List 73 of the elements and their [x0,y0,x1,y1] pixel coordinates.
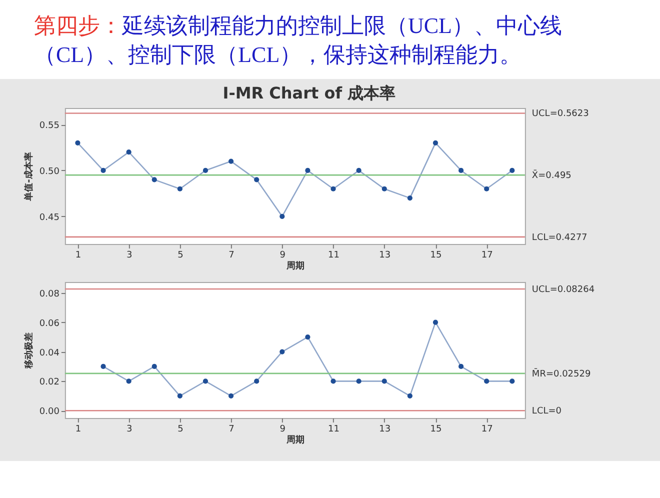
point [75,140,80,146]
ref-line-label: UCL=0.08264 [532,285,595,296]
point [458,168,464,174]
point [202,378,208,384]
y-tick-label: 0.00 [39,407,60,418]
point [484,186,490,192]
x-tick-label: 7 [228,424,234,434]
point [280,349,285,354]
point [356,168,362,174]
point [152,364,157,370]
x-tick-label: 13 [379,250,391,260]
y-tick-label: 0.04 [39,348,60,358]
point [126,378,132,384]
y-tick-label: 0.50 [39,166,60,177]
ref-line-label: UCL=0.5623 [532,109,589,120]
x-tick-label: 13 [379,424,391,434]
x-tick-label: 17 [481,424,493,434]
point [126,150,132,155]
point [356,378,362,384]
x-tick-label: 9 [280,424,286,434]
x-tick-label: 5 [178,250,184,260]
point [280,214,285,219]
x-tick-label: 5 [178,424,184,434]
point [177,393,182,398]
point [177,186,182,192]
ref-line-label: LCL=0 [532,406,562,417]
point [432,140,438,146]
point [510,168,515,174]
x-tick-label: 11 [328,424,340,434]
x-axis-title: 周期 [285,260,304,272]
x-axis-title: 周期 [285,434,304,446]
point [228,393,234,398]
x-tick-label: 9 [280,250,286,260]
point [407,393,412,398]
ref-line-label: X̄=0.495 [532,169,572,182]
x-tick-label: 11 [328,250,340,260]
point [458,364,464,370]
point [100,168,106,174]
chart-title: 第四步：延续该制程能力的控制上限（UCL）、中心线（CL）、控制下限（LCL），保持这种制程能力。 [34,13,562,67]
point [484,378,490,384]
point [330,186,336,192]
point [228,158,234,164]
y-axis-title: 移动极差 [23,332,34,370]
point [407,196,412,201]
point [432,320,438,325]
y-tick-label: 0.08 [39,289,60,300]
point [202,168,208,174]
point [305,334,310,340]
point [254,378,260,384]
point [330,378,336,384]
point [510,378,515,384]
point [152,177,157,182]
x-tick-label: 17 [481,250,493,260]
chart-subtitle: I-MR Chart of 成本率 [222,84,396,102]
y-tick-label: 0.06 [39,318,60,329]
x-tick-label: 15 [430,424,442,434]
x-tick-label: 3 [126,424,132,434]
point [254,177,260,182]
y-axis-title: 单值-成本率 [23,152,34,202]
x-tick-label: 3 [126,250,132,260]
x-tick-label: 1 [75,250,82,260]
point [305,168,310,174]
point [100,364,106,370]
ref-line-label: LCL=0.4277 [532,232,588,243]
x-tick-label: 15 [430,250,442,260]
x-tick-label: 7 [228,250,234,260]
y-tick-label: 0.02 [39,378,60,388]
point [382,186,387,192]
y-tick-label: 0.55 [39,121,60,132]
y-tick-label: 0.45 [39,212,60,223]
ref-line-label: M̄R=0.02529 [532,368,591,380]
x-tick-label: 1 [75,424,82,434]
point [382,378,387,384]
